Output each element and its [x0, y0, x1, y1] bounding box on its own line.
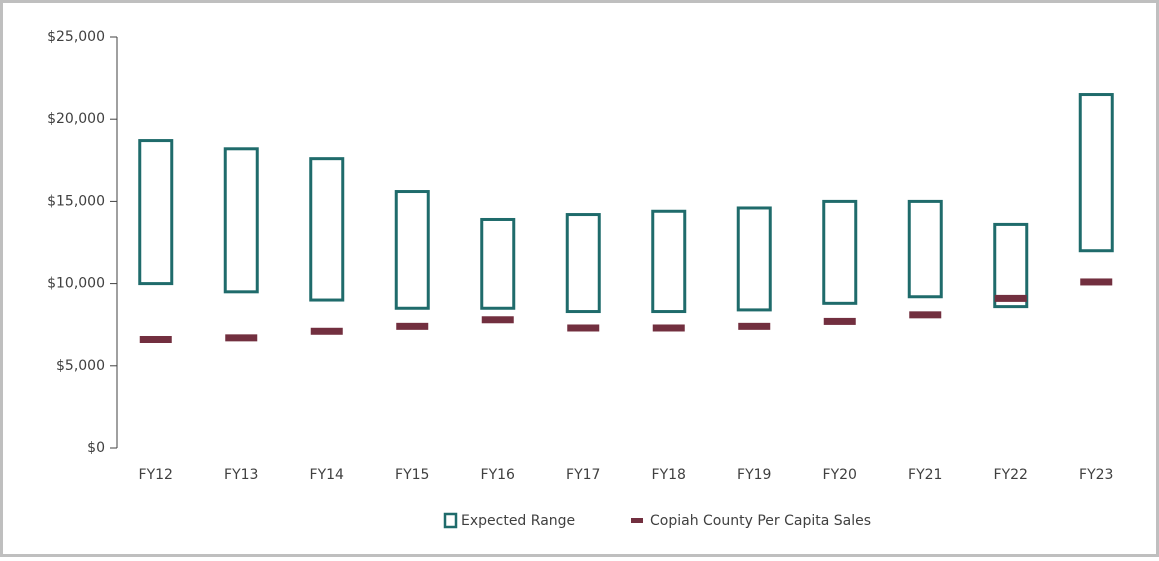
legend-label: Expected Range [461, 513, 575, 529]
x-tick-label: FY16 [481, 467, 516, 483]
range-box [480, 217, 516, 310]
per-capita-marker [823, 317, 856, 325]
y-tick-label: $5,000 [56, 358, 105, 374]
y-tick-label: $10,000 [47, 276, 105, 292]
x-tick-label: FY17 [566, 467, 600, 483]
y-tick-label: $15,000 [47, 193, 105, 209]
x-tick-label: FY18 [652, 467, 686, 483]
per-capita-marker [396, 322, 429, 330]
x-tick-label: FY20 [823, 467, 857, 483]
per-capita-marker [225, 334, 258, 342]
range-box [907, 199, 943, 299]
range-box [565, 213, 601, 314]
x-tick-label: FY15 [395, 467, 429, 483]
range-box [736, 206, 772, 312]
range-box [223, 147, 259, 294]
per-capita-marker [310, 327, 343, 335]
x-tick-label: FY22 [994, 467, 1028, 483]
range-box [993, 222, 1029, 309]
x-tick-label: FY12 [139, 467, 173, 483]
per-capita-marker [139, 335, 172, 343]
legend-swatch [443, 512, 458, 529]
per-capita-marker [652, 324, 685, 332]
x-tick-label: FY14 [310, 467, 345, 483]
per-capita-marker [909, 311, 942, 319]
legend-label: Copiah County Per Capita Sales [650, 513, 871, 529]
x-tick-label: FY21 [908, 467, 942, 483]
x-tick-label: FY13 [224, 467, 258, 483]
y-tick-label: $0 [87, 440, 105, 456]
y-tick-label: $20,000 [47, 111, 105, 127]
x-tick-label: FY19 [737, 467, 771, 483]
y-tick-label: $25,000 [47, 29, 105, 45]
range-box [309, 157, 345, 302]
range-box [394, 190, 430, 310]
range-box [822, 199, 858, 305]
per-capita-marker [481, 316, 514, 324]
range-box [138, 139, 174, 286]
range-box [1078, 93, 1114, 253]
per-capita-marker [994, 294, 1027, 302]
per-capita-marker [567, 324, 600, 332]
range-box [651, 209, 687, 314]
legend-swatch [631, 518, 643, 523]
per-capita-marker [1080, 278, 1113, 286]
x-tick-label: FY23 [1079, 467, 1113, 483]
per-capita-marker [738, 322, 771, 330]
